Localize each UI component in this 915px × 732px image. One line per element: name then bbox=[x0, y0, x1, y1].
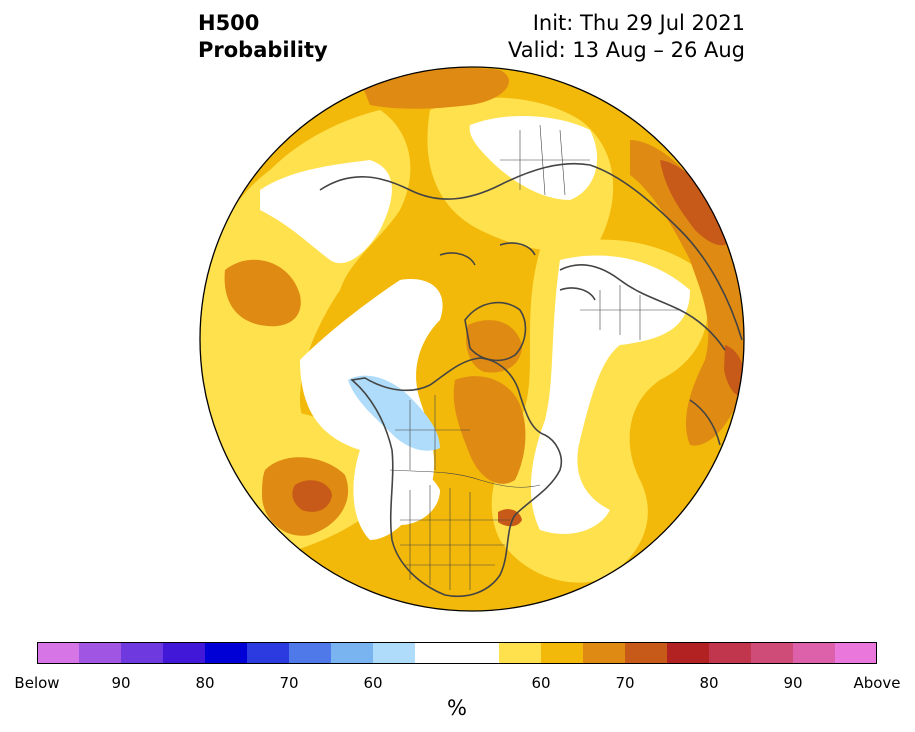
colorbar-tick-label: 70 bbox=[615, 674, 635, 692]
band-white-atlantic bbox=[530, 255, 690, 534]
colorbar-swatch bbox=[373, 642, 416, 664]
band-white-siberia bbox=[260, 160, 392, 264]
title-line-1: H500 bbox=[198, 11, 260, 35]
coast-arctic-islands bbox=[439, 242, 596, 301]
band-orange-greenland bbox=[465, 320, 522, 373]
band-light-blue-nw bbox=[348, 375, 440, 451]
colorbar-swatch bbox=[415, 642, 458, 664]
colorbar-tick-label: 80 bbox=[195, 674, 215, 692]
colorbar-swatch bbox=[331, 642, 374, 664]
band-white-arctic bbox=[469, 115, 598, 200]
borders bbox=[389, 124, 680, 590]
band-rust-europe bbox=[660, 160, 730, 246]
coastlines bbox=[319, 162, 743, 598]
band-rust-pacific bbox=[292, 480, 332, 512]
colorbar-tick-label: 70 bbox=[279, 674, 299, 692]
colorbar-swatch bbox=[583, 642, 626, 664]
coast-north-america bbox=[350, 357, 563, 598]
band-orange-canada bbox=[453, 376, 526, 484]
colorbar-swatch bbox=[835, 642, 877, 664]
border-us-canada bbox=[389, 469, 541, 488]
colorbar-swatch bbox=[793, 642, 836, 664]
colorbar-swatch bbox=[709, 642, 752, 664]
colorbar-swatch bbox=[163, 642, 206, 664]
init-date: Init: Thu 29 Jul 2021 bbox=[532, 11, 745, 35]
colorbar-swatch bbox=[457, 642, 500, 664]
colorbar bbox=[37, 642, 877, 664]
valid-range: Valid: 13 Aug – 26 Aug bbox=[507, 38, 745, 62]
date-info: Init: Thu 29 Jul 2021 Valid: 13 Aug – 26… bbox=[508, 10, 745, 64]
colorbar-tick-label: 60 bbox=[363, 674, 383, 692]
colorbar-swatch bbox=[289, 642, 332, 664]
colorbar-unit: % bbox=[447, 696, 467, 720]
colorbar-swatch bbox=[499, 642, 542, 664]
colorbar-tick-label: 80 bbox=[699, 674, 719, 692]
coast-greenland bbox=[464, 301, 527, 362]
colorbar-tick-label: 90 bbox=[111, 674, 131, 692]
border-us-states bbox=[400, 485, 510, 590]
colorbar-tick-label: Above bbox=[853, 674, 901, 692]
map-title: H500 Probability bbox=[198, 10, 328, 64]
border-europe bbox=[580, 285, 680, 340]
colorbar-swatch bbox=[541, 642, 584, 664]
colorbar-tick-label: 60 bbox=[531, 674, 551, 692]
colorbar-swatch bbox=[667, 642, 710, 664]
colorbar-tick-label: Below bbox=[14, 674, 60, 692]
border-asia bbox=[500, 124, 590, 196]
coast-eurasia bbox=[319, 162, 743, 341]
colorbar-swatch bbox=[247, 642, 290, 664]
band-white-sw-us bbox=[383, 466, 440, 525]
border-canada bbox=[395, 395, 470, 470]
colorbar-tick-label: 90 bbox=[783, 674, 803, 692]
colorbar-swatch bbox=[751, 642, 794, 664]
colorbar-swatch bbox=[37, 642, 80, 664]
title-line-2: Probability bbox=[198, 38, 328, 62]
coast-europe bbox=[559, 264, 726, 351]
band-orange-west bbox=[224, 259, 301, 327]
colorbar-border bbox=[37, 642, 877, 664]
colorbar-swatch bbox=[625, 642, 668, 664]
colorbar-swatch bbox=[121, 642, 164, 664]
map-boundary bbox=[199, 66, 745, 612]
coast-africa bbox=[689, 399, 721, 446]
colorbar-swatch bbox=[205, 642, 248, 664]
colorbar-swatch bbox=[79, 642, 122, 664]
probability-field bbox=[200, 67, 744, 611]
